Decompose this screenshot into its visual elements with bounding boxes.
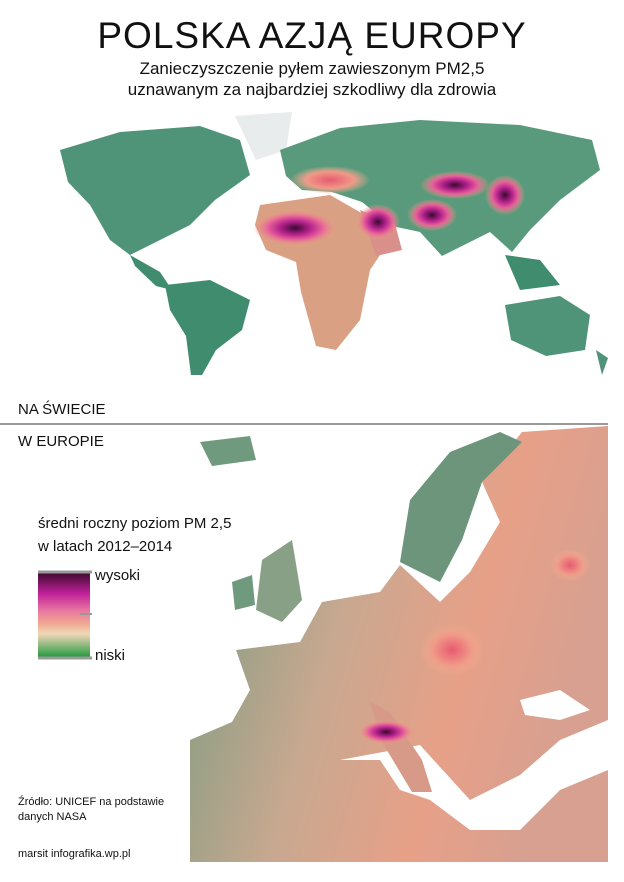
legend-title: średni roczny poziom PM 2,5 bbox=[38, 515, 231, 532]
scandinavia bbox=[400, 432, 522, 582]
hotspot-poland bbox=[420, 624, 484, 676]
hotspot bbox=[485, 175, 525, 215]
legend-title: w latach 2012–2014 bbox=[37, 538, 172, 555]
subtitle: Zanieczyszczenie pyłem zawieszonym PM2,5 bbox=[140, 59, 485, 78]
central-america bbox=[130, 255, 172, 290]
new-zealand bbox=[596, 350, 608, 375]
south-america bbox=[165, 280, 250, 375]
europe-map bbox=[0, 426, 608, 875]
source: Źródło: UNICEF na podstawie bbox=[18, 795, 164, 808]
hotspot bbox=[407, 199, 457, 231]
mainland bbox=[190, 426, 608, 862]
title: POLSKA AZJĄ EUROPY bbox=[97, 15, 526, 56]
hotspot bbox=[253, 210, 337, 246]
credit: marsit infografika.wp.pl bbox=[18, 848, 131, 860]
section-label: NA ŚWIECIE bbox=[18, 400, 106, 418]
australia bbox=[505, 296, 590, 356]
world-map bbox=[60, 112, 608, 375]
indonesia bbox=[505, 255, 560, 290]
section-label: W EUROPIE bbox=[18, 433, 104, 450]
ireland bbox=[232, 575, 255, 610]
legend-low: niski bbox=[95, 647, 125, 664]
great-britain bbox=[256, 540, 302, 622]
north-america bbox=[60, 126, 250, 255]
legend-background bbox=[0, 455, 190, 875]
hotspot bbox=[356, 204, 400, 240]
hotspot bbox=[420, 171, 490, 199]
black-sea bbox=[520, 690, 590, 720]
hotspot-moscow bbox=[550, 549, 590, 581]
greenland bbox=[235, 112, 292, 160]
warm-area bbox=[290, 166, 370, 194]
iceland bbox=[200, 436, 256, 466]
source: danych NASA bbox=[18, 811, 87, 823]
hotspot-po-valley bbox=[358, 720, 414, 744]
legend-high: wysoki bbox=[94, 567, 140, 584]
subtitle: uznawanym za najbardziej szkodliwy dla z… bbox=[128, 80, 497, 99]
